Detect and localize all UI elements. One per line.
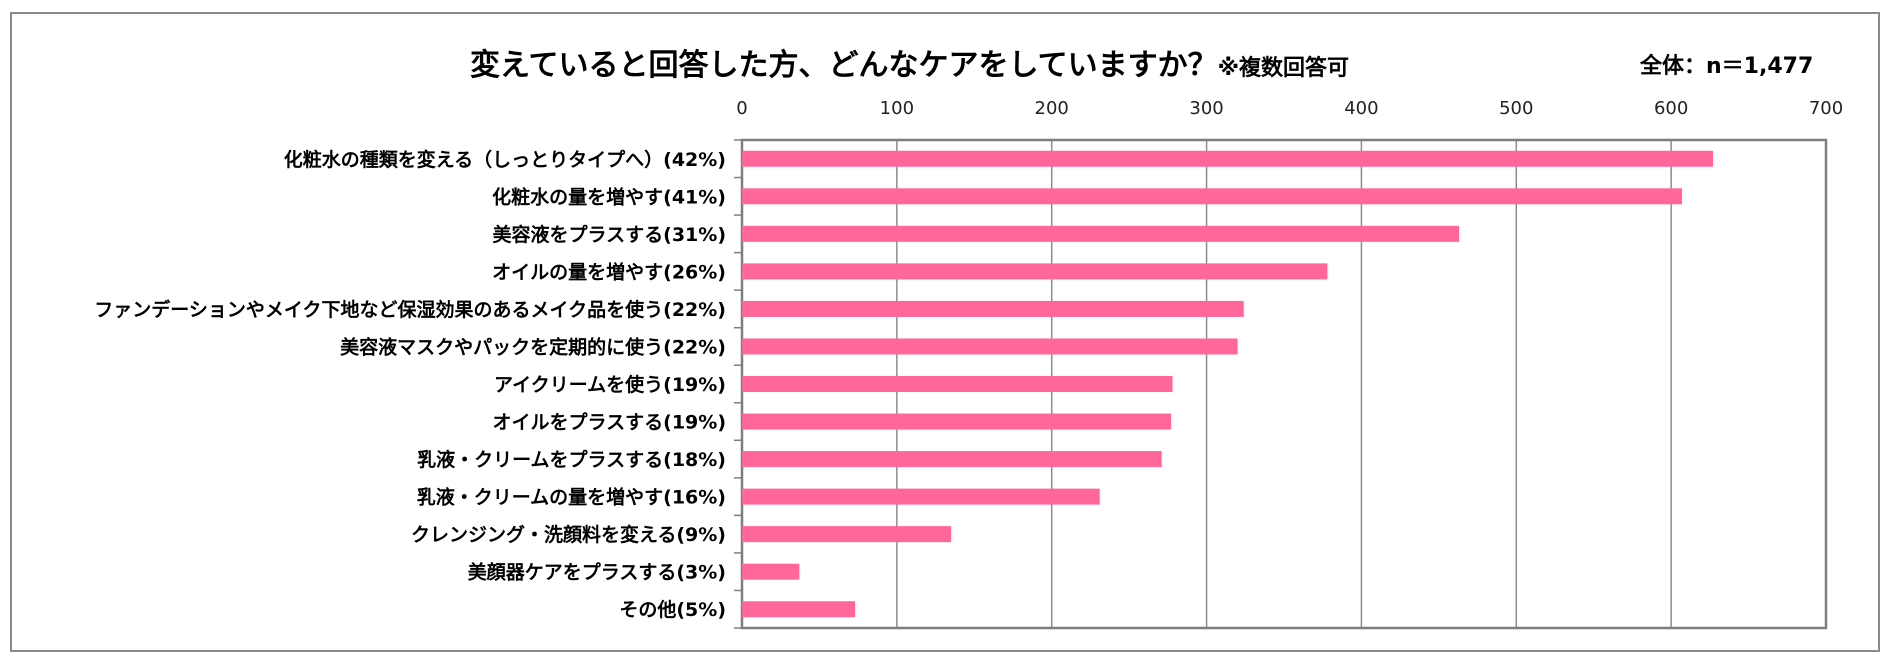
- bar: [742, 188, 1682, 205]
- bar: [742, 488, 1100, 505]
- category-label: クレンジング・洗顔料を変える(9%): [411, 523, 726, 546]
- total-sample-label: 全体：n＝1,477: [1640, 54, 1814, 79]
- x-tick-label: 600: [1654, 98, 1688, 119]
- bar: [742, 225, 1459, 242]
- category-label: アイクリームを使う(19%): [494, 374, 726, 396]
- bar: [742, 150, 1713, 167]
- x-tick-label: 500: [1499, 98, 1533, 119]
- bar: [742, 376, 1173, 392]
- chart-title-note: ※複数回答可: [1217, 56, 1349, 81]
- category-label: 乳液・クリームをプラスする(18%): [417, 448, 726, 471]
- x-tick-label: 700: [1809, 98, 1843, 119]
- chart-title-text: 変えていると回答した方、どんなケアをしていますか？: [470, 48, 1218, 83]
- bar: [742, 263, 1328, 280]
- category-label: 美顔器ケアをプラスする(3%): [468, 561, 726, 584]
- x-tick-label: 0: [736, 98, 747, 119]
- chart-title: 変えていると回答した方、どんなケアをしていますか？※複数回答可: [470, 40, 1349, 84]
- category-label: オイルの量を増やす(26%): [492, 260, 726, 283]
- category-label: ファンデーションやメイク下地など保湿効果のあるメイク品を使う(22%): [94, 298, 726, 321]
- bar: [742, 338, 1238, 355]
- category-label: オイルをプラスする(19%): [493, 411, 726, 434]
- bar: [742, 300, 1244, 317]
- x-tick-label: 100: [880, 98, 914, 119]
- x-tick-label: 300: [1189, 98, 1223, 119]
- chart-frame: [10, 12, 1880, 652]
- bar: [742, 601, 856, 618]
- x-tick-label: 400: [1344, 98, 1378, 119]
- category-label: その他(5%): [619, 598, 726, 621]
- bar: [742, 526, 952, 543]
- category-label: 乳液・クリームの量を増やす(16%): [417, 486, 726, 509]
- category-label: 美容液をプラスする(31%): [493, 223, 726, 246]
- bar: [742, 413, 1171, 430]
- x-tick-label: 200: [1035, 98, 1069, 119]
- category-label: 美容液マスクやパックを定期的に使う(22%): [340, 335, 726, 358]
- bar: [742, 451, 1162, 468]
- category-label: 化粧水の種類を変える（しっとりタイプへ）(42%): [284, 148, 726, 171]
- category-label: 化粧水の量を増やす(41%): [492, 185, 726, 208]
- bar: [742, 563, 800, 580]
